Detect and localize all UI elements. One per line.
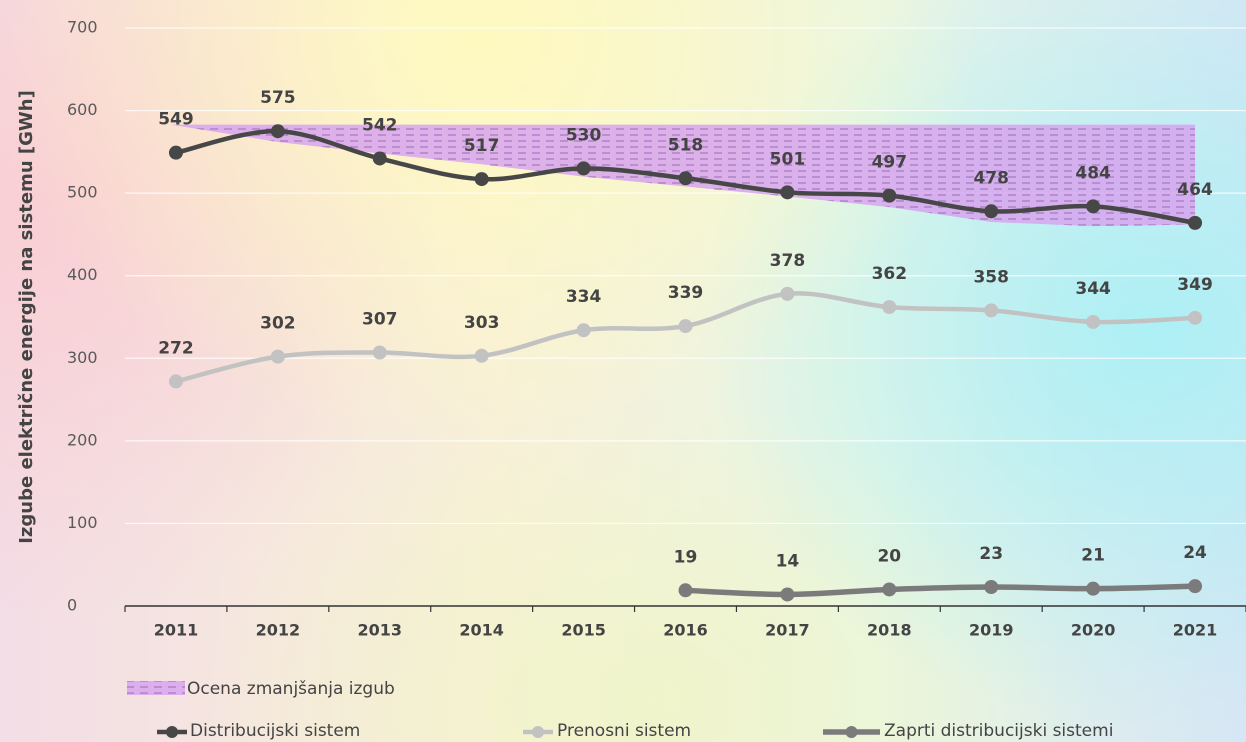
legend-marker	[532, 726, 544, 738]
legend-label: Ocena zmanjšanja izgub	[187, 679, 395, 699]
legend-label: Distribucijski sistem	[190, 721, 360, 741]
y-tick-label: 200	[67, 430, 98, 449]
data-label: 19	[674, 547, 698, 567]
data-label: 349	[1177, 275, 1213, 295]
data-label: 542	[362, 115, 398, 135]
data-label: 21	[1081, 546, 1105, 566]
legend-swatch	[127, 681, 185, 695]
point	[882, 188, 897, 203]
point	[882, 300, 897, 315]
point	[1188, 215, 1203, 230]
y-tick-label: 500	[67, 183, 98, 202]
x-tick-label: 2013	[358, 621, 403, 640]
point	[1086, 314, 1101, 329]
legend-marker	[845, 726, 858, 738]
point	[168, 374, 183, 389]
point	[882, 582, 897, 597]
point	[780, 587, 795, 602]
point	[984, 204, 999, 219]
data-label: 24	[1183, 543, 1207, 563]
x-tick-label: 2014	[459, 621, 504, 640]
x-tick-label: 2012	[256, 621, 301, 640]
data-label: 575	[260, 88, 296, 108]
point	[780, 185, 795, 200]
legend-label: Zaprti distribucijski sistemi	[884, 721, 1113, 741]
y-tick-label: 600	[67, 100, 98, 119]
x-tick-label: 2018	[867, 621, 912, 640]
data-label: 307	[362, 310, 398, 330]
data-label: 501	[770, 149, 806, 169]
y-axis-title: Izgube električne energije na sistemu [G…	[16, 90, 37, 544]
y-tick-label: 100	[67, 513, 98, 532]
x-tick-label: 2020	[1071, 621, 1116, 640]
x-tick-label: 2015	[561, 621, 606, 640]
data-label: 339	[668, 283, 704, 303]
data-label: 484	[1075, 163, 1111, 183]
data-label: 302	[260, 314, 296, 334]
point	[372, 345, 387, 360]
point	[576, 161, 591, 176]
data-label: 518	[668, 135, 704, 155]
point	[678, 583, 693, 598]
legend-marker	[166, 726, 178, 738]
data-label: 497	[872, 153, 908, 173]
x-tick-label: 2016	[663, 621, 708, 640]
point	[678, 319, 693, 334]
point	[1188, 579, 1203, 594]
point	[1086, 199, 1101, 214]
data-label: 464	[1177, 180, 1213, 200]
point	[984, 303, 999, 318]
x-tick-label: 2019	[969, 621, 1014, 640]
y-tick-label: 300	[67, 348, 98, 367]
data-label: 549	[158, 110, 194, 130]
data-label: 272	[158, 338, 194, 358]
point	[678, 171, 693, 186]
series-line	[685, 583, 1196, 598]
x-tick-label: 2017	[765, 621, 810, 640]
x-tick-label: 2011	[154, 621, 199, 640]
point	[984, 580, 999, 595]
point	[1086, 581, 1101, 596]
legend-label: Prenosni sistem	[557, 721, 691, 741]
data-label: 20	[877, 546, 901, 566]
point	[168, 145, 183, 160]
data-label: 530	[566, 125, 602, 145]
point	[372, 151, 387, 166]
data-label: 478	[973, 168, 1009, 188]
point	[576, 323, 591, 338]
point	[474, 348, 489, 363]
data-label: 334	[566, 287, 602, 307]
series-line	[175, 291, 1196, 384]
y-tick-label: 700	[67, 18, 98, 37]
point	[1188, 310, 1203, 325]
point	[474, 172, 489, 187]
point	[780, 286, 795, 301]
data-label: 362	[872, 264, 908, 284]
data-label: 344	[1075, 279, 1111, 299]
data-label: 14	[776, 551, 800, 571]
point	[270, 349, 285, 364]
data-label: 358	[973, 267, 1009, 287]
y-tick-label: 0	[67, 596, 77, 615]
data-label: 23	[979, 544, 1003, 564]
x-tick-label: 2021	[1173, 621, 1218, 640]
data-label: 378	[770, 251, 806, 271]
y-tick-label: 400	[67, 265, 98, 284]
point	[270, 124, 285, 139]
data-label: 517	[464, 136, 500, 156]
data-label: 303	[464, 313, 500, 333]
